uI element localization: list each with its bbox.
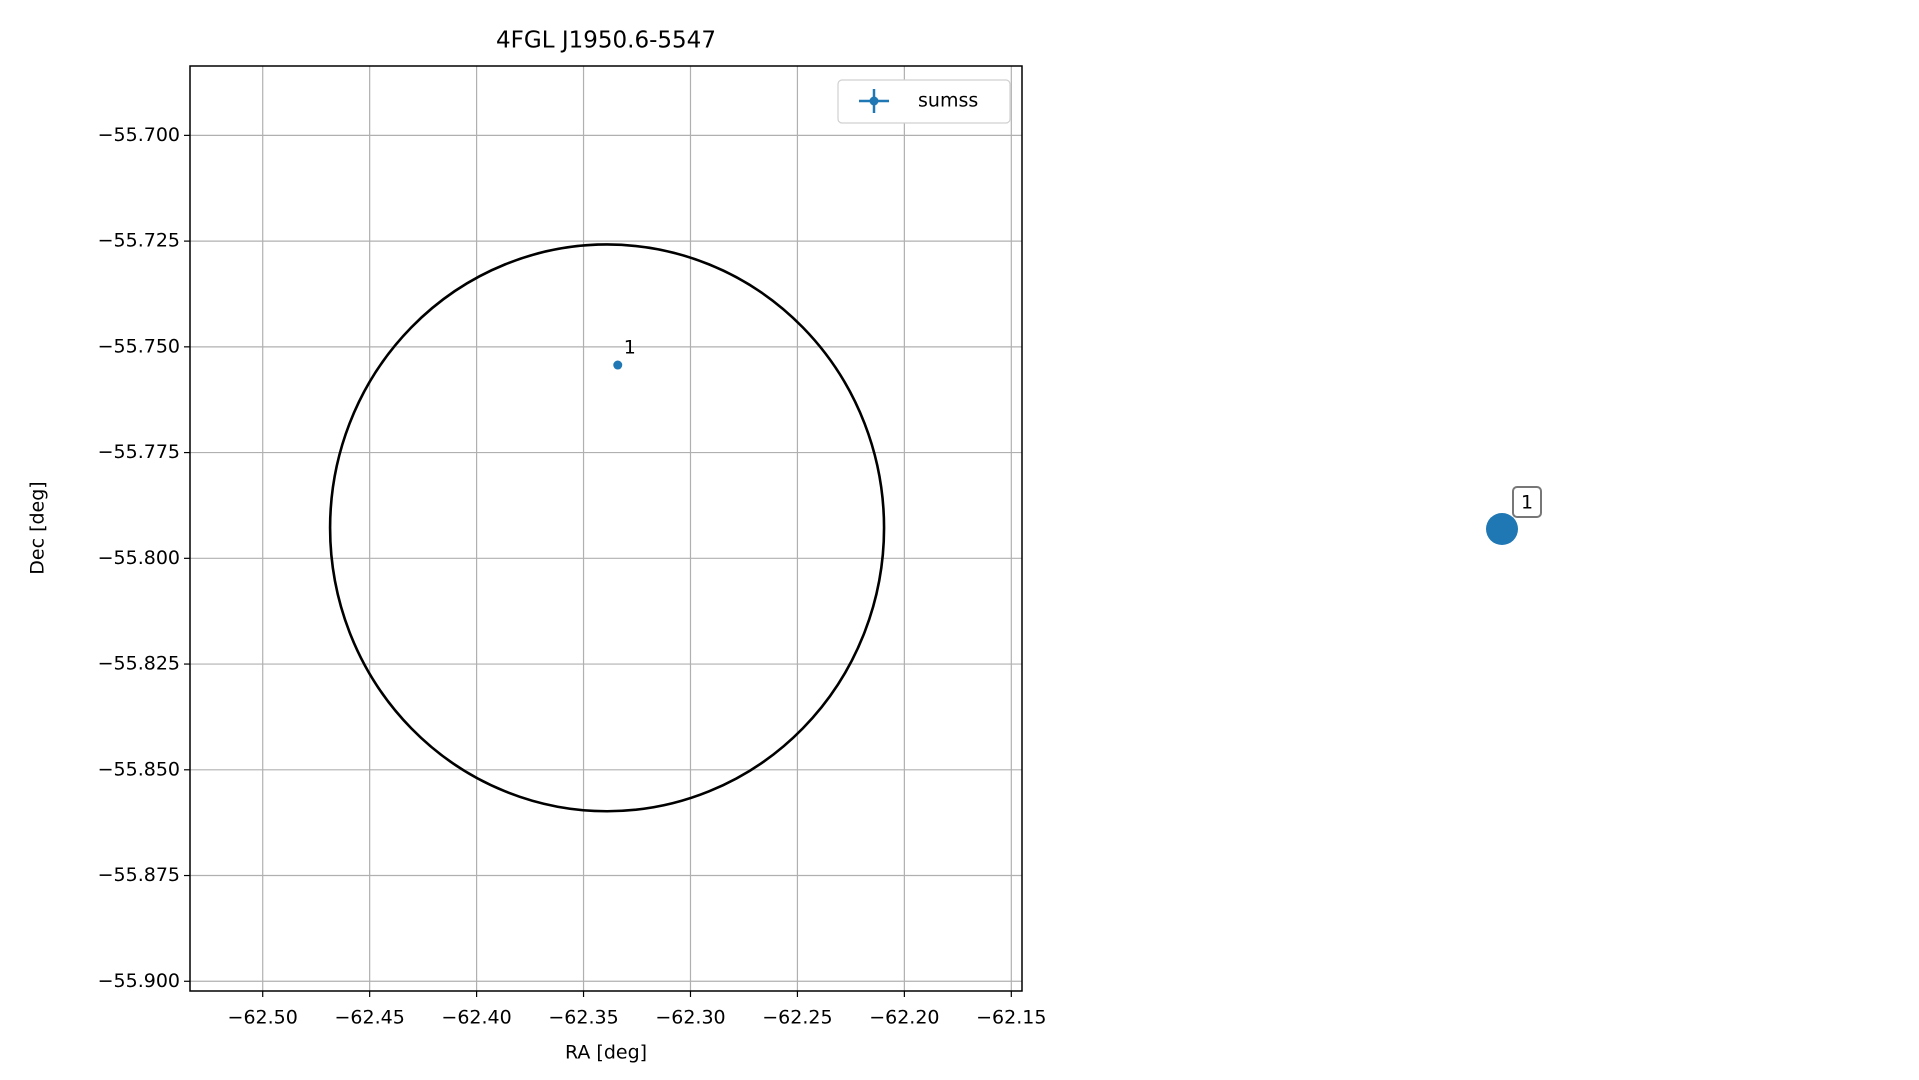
legend-label: sumss: [918, 90, 978, 112]
chart-title: 4FGL J1950.6-5547: [496, 28, 716, 54]
x-tick-label: −62.15: [976, 1007, 1046, 1029]
y-tick-label: −55.875: [98, 864, 180, 886]
x-tick-label: −62.25: [762, 1007, 832, 1029]
y-tick-label: −55.725: [98, 230, 180, 252]
y-tick-label: −55.825: [98, 653, 180, 675]
y-tick-label: −55.900: [98, 970, 180, 992]
error-region: [328, 243, 886, 813]
point-label: 1: [624, 337, 636, 359]
marker: [1486, 513, 1518, 545]
x-tick-label: −62.30: [655, 1007, 725, 1029]
y-tick-label: −55.800: [98, 547, 180, 569]
y-tick-label: −55.700: [98, 124, 180, 146]
legend-swatch: [869, 96, 879, 106]
legend-box: [837, 79, 1011, 124]
marker-label-box: [1512, 486, 1542, 518]
x-tick-label: −62.20: [869, 1007, 939, 1029]
plot-frame: [189, 65, 1023, 992]
x-axis-label: RA [deg]: [565, 1042, 647, 1064]
y-tick-label: −55.750: [98, 335, 180, 357]
x-tick-label: −62.35: [548, 1007, 618, 1029]
x-tick-label: −62.50: [228, 1007, 298, 1029]
y-tick-label: −55.850: [98, 758, 180, 780]
marker-label: 1: [1521, 492, 1533, 514]
y-axis-label: Dec [deg]: [27, 481, 49, 574]
source-point: [613, 360, 623, 370]
x-tick-label: −62.45: [334, 1007, 404, 1029]
y-tick-label: −55.775: [98, 441, 180, 463]
x-tick-label: −62.40: [441, 1007, 511, 1029]
